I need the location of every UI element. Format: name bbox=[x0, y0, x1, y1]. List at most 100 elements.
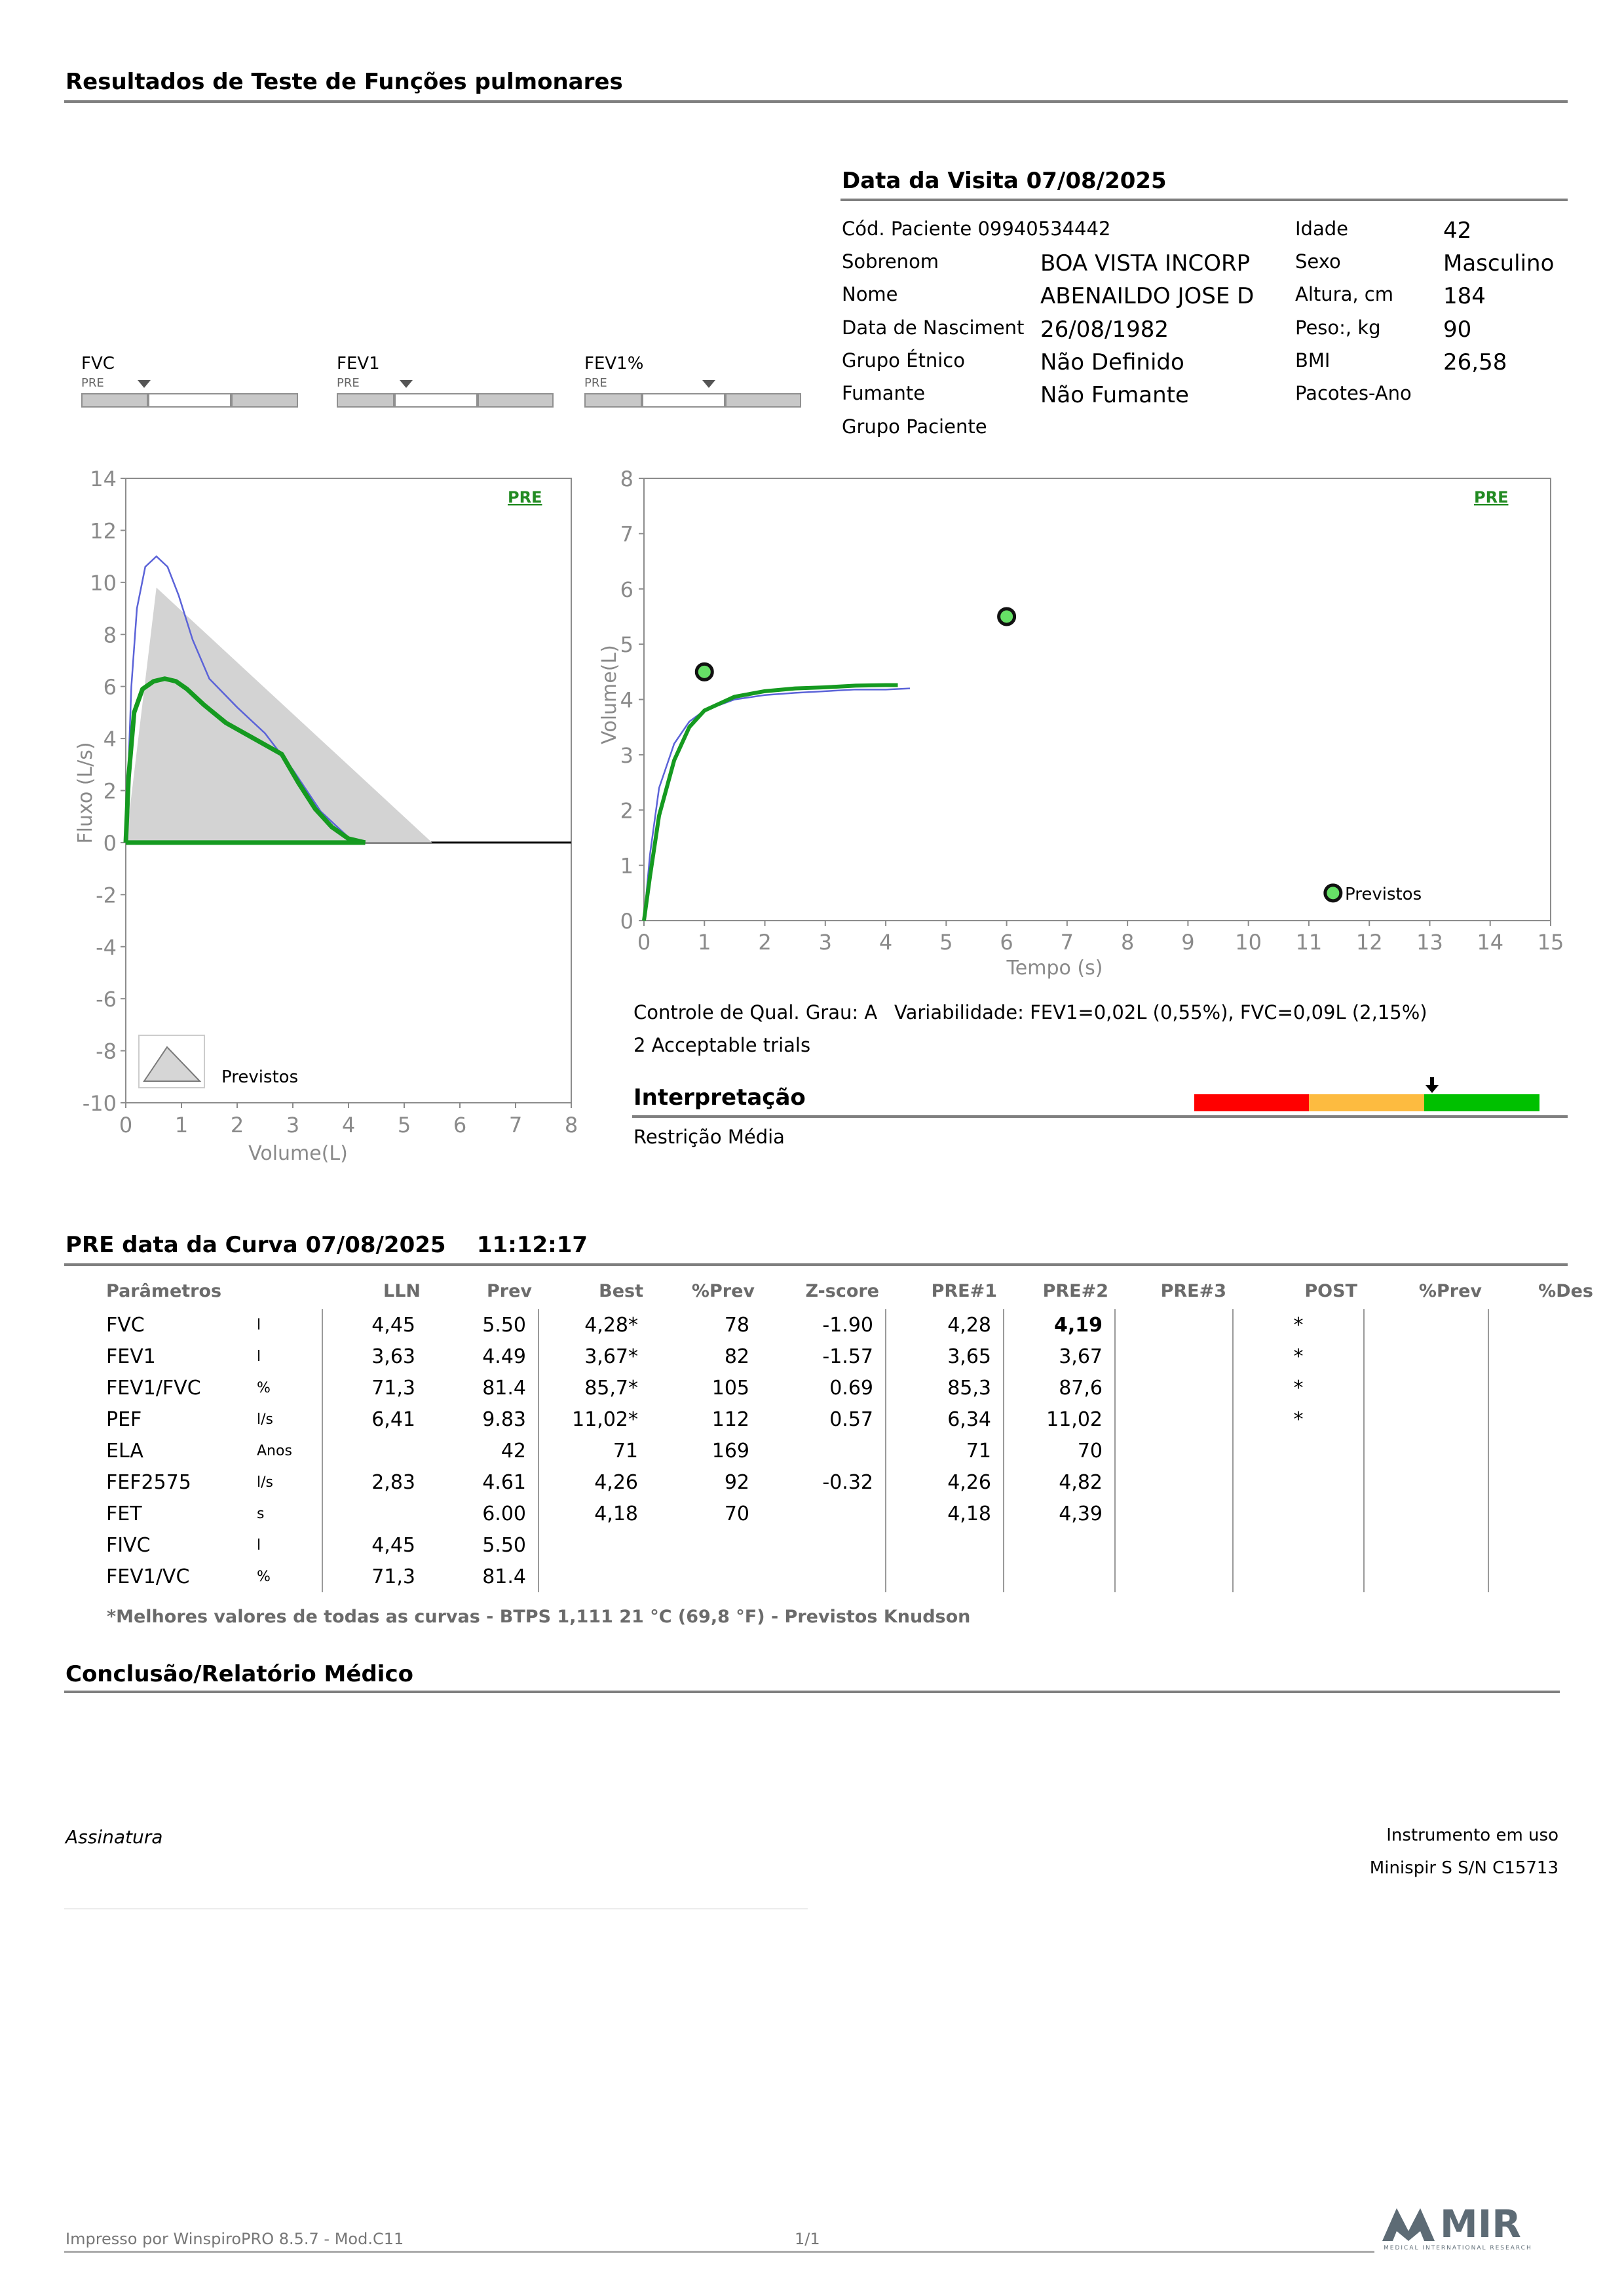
y-tick-label: -4 bbox=[96, 935, 117, 960]
interpretation-title: Interpretação bbox=[633, 1084, 806, 1111]
table-header-row: Parâmetros LLN Prev Best %Prev Z-score P… bbox=[94, 1272, 1600, 1309]
x-tick-label: 6 bbox=[1000, 930, 1013, 955]
legend-label: Previstos bbox=[221, 1067, 298, 1087]
table-cell bbox=[650, 1561, 761, 1592]
col-header: %Prev bbox=[691, 1280, 755, 1301]
param-name: FEV1 bbox=[106, 1345, 156, 1368]
table-cell: * bbox=[1232, 1404, 1364, 1435]
y-tick-label: 8 bbox=[620, 467, 633, 491]
param-unit: % bbox=[257, 1568, 271, 1585]
printed-by: Impresso por WinspiroPRO 8.5.7 - Mod.C11 bbox=[66, 2230, 404, 2248]
predicted-marker bbox=[1323, 883, 1343, 903]
y-tick-label: 7 bbox=[620, 522, 633, 546]
table-cell bbox=[1114, 1529, 1233, 1561]
table-cell bbox=[1363, 1561, 1488, 1592]
group-label: Grupo Paciente bbox=[842, 415, 987, 438]
col-header: POST bbox=[1304, 1280, 1357, 1301]
indicator-label: FEV1% bbox=[584, 354, 644, 373]
table-cell: 4,19 bbox=[1003, 1309, 1115, 1341]
indicator-bar-mid bbox=[394, 393, 478, 408]
fv-series bbox=[123, 555, 432, 845]
ethnic-value: Não Definido bbox=[1040, 349, 1184, 375]
birth-label: Data de Nasciment bbox=[842, 316, 1025, 339]
quality-trials: 2 Acceptable trials bbox=[633, 1034, 811, 1056]
col-header bbox=[257, 1272, 322, 1309]
results-title: PRE data da Curva 07/08/2025 11:12:17 bbox=[66, 1232, 588, 1258]
x-tick-label: 4 bbox=[342, 1113, 355, 1138]
x-tick-label: 2 bbox=[758, 930, 771, 955]
x-axis-title: Tempo (s) bbox=[1006, 957, 1103, 980]
x-tick-label: 5 bbox=[398, 1113, 411, 1138]
x-tick-label: 12 bbox=[1356, 930, 1383, 955]
table-cell bbox=[322, 1498, 427, 1529]
indicator-label: FEV1 bbox=[337, 354, 380, 373]
name-label: Nome bbox=[842, 283, 898, 305]
table-cell: 3,67* bbox=[538, 1341, 650, 1372]
x-tick-label: 0 bbox=[119, 1113, 132, 1138]
surname-value: BOA VISTA INCORP bbox=[1040, 250, 1251, 277]
table-cell bbox=[1363, 1498, 1488, 1529]
param-name: FET bbox=[106, 1502, 142, 1525]
scale-green bbox=[1424, 1094, 1539, 1111]
x-tick-label: 3 bbox=[286, 1113, 299, 1138]
logo-text: MIR bbox=[1440, 2202, 1521, 2246]
legend-label: Previstos bbox=[1345, 885, 1422, 904]
plot-frame bbox=[643, 478, 1551, 921]
table-cell: 87,6 bbox=[1003, 1372, 1115, 1404]
signature-label: Assinatura bbox=[66, 1826, 163, 1848]
indicator-label: FVC bbox=[81, 354, 115, 373]
x-tick-label: 13 bbox=[1416, 930, 1443, 955]
table-cell: 71,3 bbox=[322, 1561, 427, 1592]
table-row: FEF2575 l/s 2,83 4.61 4,26 92 -0.32 4,26 4,82 bbox=[94, 1466, 1600, 1498]
indicator-fev1pct: FEV1% PRE bbox=[584, 354, 801, 408]
table-cell: 105 bbox=[711, 1376, 749, 1400]
indicator-bar-mid bbox=[642, 393, 725, 408]
table-cell bbox=[761, 1561, 886, 1592]
packs-label: Pacotes-Ano bbox=[1295, 382, 1412, 404]
table-cell: 5.50 bbox=[482, 1313, 526, 1337]
arrow-down-icon bbox=[1426, 1085, 1439, 1093]
param-unit: l bbox=[257, 1348, 261, 1365]
table-row: FEV1 l 3,63 4.49 3,67* 82 -1.57 3,65 3,67 * bbox=[94, 1341, 1600, 1372]
surname-label: Sobrenom bbox=[842, 250, 939, 273]
table-row: ELA Anos 42 71 169 71 70 bbox=[94, 1435, 1600, 1466]
y-tick-label: 12 bbox=[90, 518, 117, 543]
table-cell bbox=[761, 1435, 886, 1466]
param-name: FEF2575 bbox=[106, 1470, 191, 1494]
table-cell: 3,63 bbox=[322, 1341, 427, 1372]
indicator-tag: PRE bbox=[337, 376, 360, 390]
param-unit: % bbox=[257, 1379, 271, 1396]
table-cell: 82 bbox=[724, 1345, 749, 1368]
indicator-tag: PRE bbox=[81, 376, 104, 390]
table-cell: 71 bbox=[538, 1435, 650, 1466]
col-header: %Des bbox=[1538, 1280, 1593, 1301]
param-name: FVC bbox=[106, 1313, 145, 1337]
indicator-bar-left bbox=[337, 393, 394, 408]
header-divider bbox=[64, 100, 1568, 103]
logo-subtext: MEDICAL INTERNATIONAL RESEARCH bbox=[1384, 2245, 1532, 2251]
table-row: FVC l 4,45 5.50 4,28* 78 -1.90 4,28 4,19 * bbox=[94, 1309, 1600, 1341]
name-value: ABENAILDO JOSE D bbox=[1040, 283, 1255, 309]
indicator-bar-right bbox=[725, 393, 801, 408]
param-name: ELA bbox=[106, 1439, 143, 1463]
table-cell bbox=[1114, 1498, 1233, 1529]
table-cell bbox=[1363, 1309, 1488, 1341]
table-cell: 11,02* bbox=[538, 1404, 650, 1435]
interpretation-divider bbox=[632, 1115, 1568, 1118]
x-tick-label: 7 bbox=[509, 1113, 522, 1138]
table-cell bbox=[1003, 1529, 1115, 1561]
param-name: FIVC bbox=[106, 1533, 151, 1557]
patient-code: Cód. Paciente 09940534442 bbox=[842, 218, 1111, 240]
col-header: LLN bbox=[383, 1280, 421, 1301]
table-row: FEV1/VC% 71,3 81.4 bbox=[94, 1561, 1600, 1592]
param-name: PEF bbox=[106, 1407, 142, 1431]
y-tick-label: 4 bbox=[620, 688, 633, 713]
table-cell: * bbox=[1232, 1341, 1364, 1372]
y-tick-label: 14 bbox=[90, 467, 117, 491]
predicted-marker bbox=[997, 607, 1017, 626]
scale-red bbox=[1194, 1094, 1309, 1111]
x-tick-label: 14 bbox=[1477, 930, 1503, 955]
param-name: FEV1/VC bbox=[106, 1565, 190, 1588]
indicator-bar-left bbox=[81, 393, 148, 408]
results-footnote: *Melhores valores de todas as curvas - B… bbox=[107, 1607, 971, 1627]
